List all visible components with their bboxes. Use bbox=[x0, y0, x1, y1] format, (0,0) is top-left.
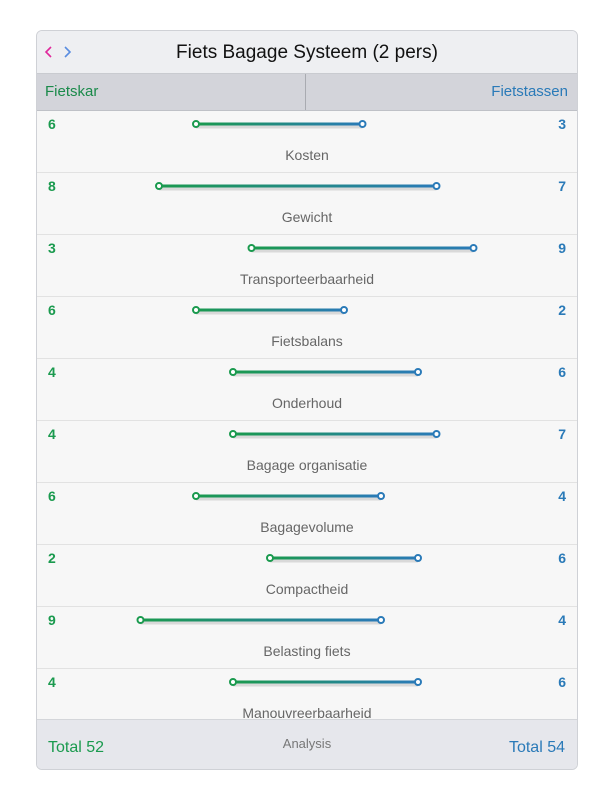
right-score: 7 bbox=[558, 178, 566, 194]
left-score: 8 bbox=[48, 178, 56, 194]
right-score: 6 bbox=[558, 550, 566, 566]
left-handle bbox=[229, 430, 237, 438]
criteria-row[interactable]: 4 7 Bagage organisatie bbox=[37, 421, 577, 483]
left-handle bbox=[229, 368, 237, 376]
left-score: 3 bbox=[48, 240, 56, 256]
left-handle bbox=[266, 554, 274, 562]
right-score: 6 bbox=[558, 674, 566, 690]
page-title: Fiets Bagage Systeem (2 pers) bbox=[176, 42, 438, 63]
right-score: 3 bbox=[558, 116, 566, 132]
left-score: 4 bbox=[48, 426, 56, 442]
criteria-label: Kosten bbox=[285, 147, 329, 163]
right-handle bbox=[469, 244, 478, 252]
comparison-panel: Fiets Bagage Systeem (2 pers) Fietskar F… bbox=[36, 30, 578, 770]
right-handle bbox=[340, 306, 348, 314]
total-right: Total 54 bbox=[508, 739, 565, 756]
criteria-label: Bagagevolume bbox=[260, 519, 354, 535]
left-score: 6 bbox=[48, 302, 56, 318]
segmented-control: Fietskar Fietstassen bbox=[37, 74, 577, 111]
left-handle bbox=[155, 182, 163, 190]
footer-bar: Total 52 Analysis Total 54 bbox=[37, 719, 577, 769]
criteria-row[interactable]: 4 6 Onderhoud bbox=[37, 359, 577, 421]
left-handle bbox=[192, 120, 200, 128]
score-slider[interactable] bbox=[37, 111, 577, 141]
criteria-label: Bagage organisatie bbox=[246, 457, 368, 473]
criteria-label: Transporteerbaarheid bbox=[239, 271, 375, 287]
criteria-row[interactable]: 2 6 Compactheid bbox=[37, 545, 577, 607]
left-score: 9 bbox=[48, 612, 56, 628]
right-score: 6 bbox=[558, 364, 566, 380]
right-score: 2 bbox=[558, 302, 566, 318]
right-handle bbox=[377, 492, 385, 500]
left-handle bbox=[192, 492, 200, 500]
left-score: 2 bbox=[48, 550, 56, 566]
title-bar: Fiets Bagage Systeem (2 pers) bbox=[37, 31, 577, 74]
right-handle bbox=[358, 120, 367, 128]
right-score: 7 bbox=[558, 426, 566, 442]
segment-fietskar[interactable]: Fietskar bbox=[37, 74, 306, 110]
right-handle bbox=[414, 368, 422, 376]
left-score: 6 bbox=[48, 488, 56, 504]
left-handle bbox=[247, 244, 256, 252]
criteria-label: Onderhoud bbox=[271, 395, 343, 411]
left-score: 6 bbox=[48, 116, 56, 132]
left-handle bbox=[192, 306, 200, 314]
right-handle bbox=[414, 678, 422, 686]
criteria-row[interactable]: 6 4 Bagagevolume bbox=[37, 483, 577, 545]
analysis-button[interactable]: Analysis bbox=[282, 736, 332, 751]
score-slider[interactable] bbox=[37, 483, 577, 513]
score-slider[interactable] bbox=[37, 669, 577, 699]
criteria-label: Compactheid bbox=[265, 581, 349, 597]
right-handle bbox=[432, 182, 441, 190]
criteria-label: Belasting fiets bbox=[263, 643, 351, 659]
criteria-label: Gewicht bbox=[281, 209, 333, 225]
criteria-label: Fietsbalans bbox=[271, 333, 343, 349]
criteria-row[interactable]: 8 7 Gewicht bbox=[37, 173, 577, 235]
criteria-row[interactable]: 9 4 Belasting fiets bbox=[37, 607, 577, 669]
criteria-row[interactable]: 6 3 Kosten bbox=[37, 111, 577, 173]
right-handle bbox=[377, 616, 385, 624]
right-score: 4 bbox=[558, 488, 566, 504]
score-slider[interactable] bbox=[37, 359, 577, 389]
total-left: Total 52 bbox=[48, 739, 105, 756]
right-score: 9 bbox=[558, 240, 566, 256]
score-slider[interactable] bbox=[37, 173, 577, 203]
criteria-row[interactable]: 3 9 Transporteerbaarheid bbox=[37, 235, 577, 297]
left-score: 4 bbox=[48, 674, 56, 690]
right-handle bbox=[414, 554, 422, 562]
score-slider[interactable] bbox=[37, 297, 577, 327]
left-score: 4 bbox=[48, 364, 56, 380]
right-score: 4 bbox=[558, 612, 566, 628]
score-slider[interactable] bbox=[37, 235, 577, 265]
criteria-label: Manouvreerbaarheid bbox=[242, 705, 372, 721]
score-slider[interactable] bbox=[37, 421, 577, 451]
left-handle bbox=[136, 616, 145, 624]
segment-fietstassen[interactable]: Fietstassen bbox=[491, 83, 568, 100]
criteria-list: 6 3 Kosten 8 7 Gewicht 3 9 Transporteerbaarheid 6… bbox=[37, 111, 577, 730]
swap-arrows-icon[interactable] bbox=[43, 43, 73, 61]
score-slider[interactable] bbox=[37, 545, 577, 575]
left-handle bbox=[229, 678, 237, 686]
right-handle bbox=[432, 430, 441, 438]
score-slider[interactable] bbox=[37, 607, 577, 637]
criteria-row[interactable]: 6 2 Fietsbalans bbox=[37, 297, 577, 359]
